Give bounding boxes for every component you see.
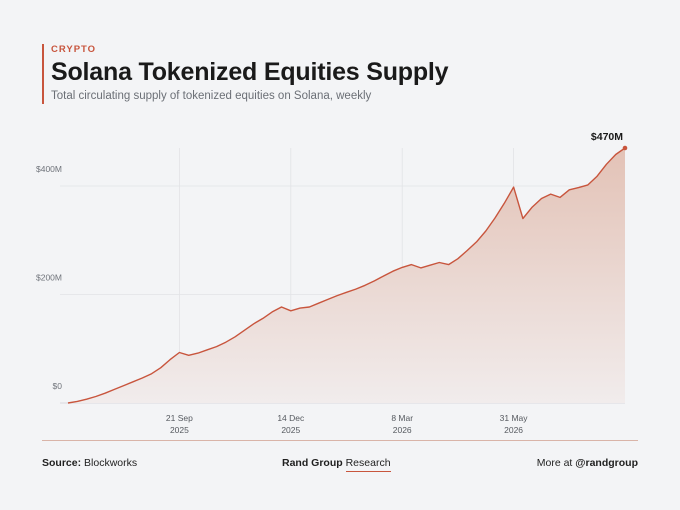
footer-divider bbox=[42, 440, 638, 441]
data-point bbox=[197, 352, 199, 354]
brand-research: Research bbox=[345, 456, 391, 472]
data-point bbox=[206, 349, 208, 351]
x-tick-label: 31 May bbox=[500, 413, 529, 423]
data-point bbox=[522, 217, 524, 219]
data-point bbox=[485, 230, 487, 232]
data-point bbox=[531, 206, 533, 208]
data-point bbox=[540, 197, 542, 199]
x-tick-year: 2025 bbox=[170, 425, 189, 435]
data-point bbox=[438, 261, 440, 263]
data-point bbox=[178, 351, 180, 353]
data-point bbox=[615, 153, 617, 155]
data-point bbox=[141, 377, 143, 379]
data-point bbox=[299, 307, 301, 309]
data-point bbox=[123, 384, 125, 386]
x-tick-year: 2025 bbox=[281, 425, 300, 435]
data-point bbox=[104, 392, 106, 394]
data-point bbox=[410, 263, 412, 265]
chart-header: CRYPTO Solana Tokenized Equities Supply … bbox=[42, 44, 449, 104]
data-point bbox=[160, 367, 162, 369]
data-point bbox=[345, 291, 347, 293]
data-point bbox=[280, 306, 282, 308]
data-point bbox=[401, 266, 403, 268]
more-at-note[interactable]: More at @randgroup bbox=[537, 456, 638, 470]
data-point bbox=[67, 402, 69, 404]
data-point bbox=[290, 310, 292, 312]
data-point bbox=[336, 294, 338, 296]
data-point bbox=[85, 398, 87, 400]
data-point bbox=[234, 336, 236, 338]
end-point bbox=[622, 145, 628, 151]
data-point bbox=[308, 306, 310, 308]
x-tick-label: 8 Mar bbox=[391, 413, 413, 423]
data-point bbox=[364, 284, 366, 286]
data-point bbox=[132, 381, 134, 383]
data-point bbox=[95, 395, 97, 397]
category-label: CRYPTO bbox=[51, 44, 97, 55]
data-point bbox=[317, 302, 319, 304]
data-point bbox=[420, 267, 422, 269]
data-point bbox=[253, 323, 255, 325]
data-point bbox=[559, 196, 561, 198]
data-point bbox=[577, 186, 579, 188]
data-point bbox=[382, 275, 384, 277]
data-point bbox=[550, 193, 552, 195]
data-point bbox=[188, 354, 190, 356]
data-point bbox=[429, 264, 431, 266]
supply-area-chart: $0 $200M $400M 21 Sep 2025 14 Dec 2025 8 Mar 20… bbox=[36, 131, 628, 435]
data-point bbox=[457, 258, 459, 260]
data-point bbox=[494, 217, 496, 219]
data-point bbox=[215, 345, 217, 347]
source-note: Source: Blockworks bbox=[42, 456, 137, 470]
brand-bold: Rand Group bbox=[282, 457, 343, 469]
supply-line bbox=[67, 147, 626, 404]
data-point bbox=[605, 163, 607, 165]
data-point bbox=[327, 298, 329, 300]
data-point bbox=[243, 329, 245, 331]
data-point bbox=[587, 184, 589, 186]
chart-title: Solana Tokenized Equities Supply bbox=[51, 58, 449, 86]
data-point bbox=[373, 280, 375, 282]
x-tick-year: 2026 bbox=[504, 425, 523, 435]
data-point bbox=[596, 175, 598, 177]
y-axis: $0 $200M $400M bbox=[36, 164, 62, 391]
y-tick-label: $400M bbox=[36, 164, 62, 174]
data-point bbox=[169, 358, 171, 360]
x-axis: 21 Sep 2025 14 Dec 2025 8 Mar 2026 31 May 2026 bbox=[166, 413, 528, 435]
brand-credit: Rand Group Research bbox=[282, 456, 391, 472]
data-point bbox=[150, 373, 152, 375]
x-tick-label: 14 Dec bbox=[277, 413, 305, 423]
end-value-label: $470M bbox=[591, 131, 623, 143]
data-point bbox=[262, 317, 264, 319]
data-point bbox=[503, 202, 505, 204]
x-tick-label: 21 Sep bbox=[166, 413, 193, 423]
data-point bbox=[568, 189, 570, 191]
x-tick-year: 2026 bbox=[393, 425, 412, 435]
y-tick-label: $200M bbox=[36, 272, 62, 282]
data-point bbox=[271, 311, 273, 313]
social-handle[interactable]: @randgroup bbox=[575, 457, 638, 469]
source-value: Blockworks bbox=[84, 457, 138, 469]
chart-subtitle: Total circulating supply of tokenized eq… bbox=[51, 90, 372, 102]
data-point bbox=[475, 241, 477, 243]
end-marker: $470M bbox=[591, 131, 628, 151]
data-point bbox=[76, 400, 78, 402]
data-point bbox=[355, 288, 357, 290]
supply-area bbox=[68, 148, 625, 403]
source-label: Source: bbox=[42, 457, 82, 469]
y-tick-label: $0 bbox=[53, 381, 63, 391]
data-point bbox=[225, 341, 227, 343]
data-point bbox=[113, 388, 115, 390]
more-label: More at bbox=[536, 457, 573, 469]
data-point bbox=[392, 270, 394, 272]
data-point bbox=[447, 263, 449, 265]
data-point bbox=[466, 249, 468, 251]
footer: Source: Blockworks Rand Group Research M… bbox=[42, 456, 638, 472]
data-point bbox=[512, 186, 514, 188]
